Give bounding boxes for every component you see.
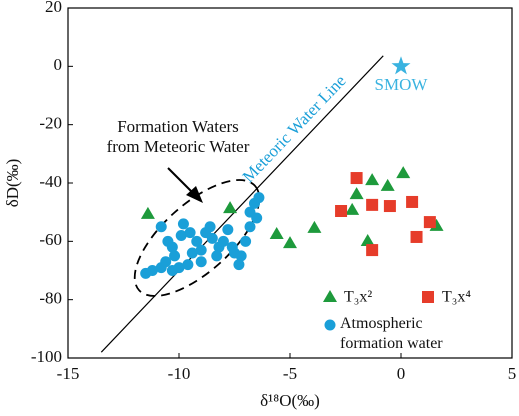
marker-circle	[195, 256, 207, 268]
legend-label: T₃x²	[344, 289, 372, 306]
marker-circle	[177, 218, 189, 230]
annotation-text: from Meteoric Water	[107, 137, 250, 156]
marker-circle	[206, 232, 218, 244]
y-tick-label: -100	[31, 347, 62, 366]
y-axis-label: δD(‰)	[3, 159, 22, 208]
marker-square	[366, 244, 379, 257]
annotation-ellipse	[133, 179, 261, 297]
marker-circle	[204, 221, 216, 233]
marker-circle	[222, 224, 234, 236]
marker-circle	[251, 212, 263, 224]
y-tick-label: -40	[39, 172, 62, 191]
legend-label: Atmospheric formation water	[340, 315, 443, 352]
meteoric-water-line	[100, 55, 384, 353]
marker-circle	[240, 235, 252, 247]
marker-circle	[169, 250, 181, 262]
y-tick-label: 0	[54, 55, 63, 74]
smow-label: SMOW	[375, 75, 429, 94]
marker-square	[383, 200, 396, 213]
marker-triangle	[380, 178, 395, 191]
marker-triangle	[349, 187, 364, 200]
marker-square	[350, 172, 363, 185]
legend-label-box: Atmospheric formation water	[340, 315, 443, 352]
marker-circle	[182, 259, 194, 271]
marker-circle	[186, 247, 198, 259]
marker-triangle	[396, 166, 411, 179]
marker-circle	[211, 250, 223, 262]
x-tick-label: 0	[397, 364, 406, 383]
marker-square	[406, 195, 419, 208]
marker-circle	[253, 192, 265, 204]
marker-triangle	[360, 234, 375, 247]
marker-circle	[191, 235, 203, 247]
y-tick-label: -80	[39, 289, 62, 308]
annotation-arrowhead	[186, 186, 203, 203]
marker-circle	[226, 241, 238, 253]
x-axis-label: δ¹⁸O(‰)	[260, 391, 320, 410]
marker-circle	[175, 230, 187, 241]
marker-circle	[184, 227, 196, 239]
marker-triangle	[365, 173, 380, 186]
x-tick-label: -5	[283, 364, 297, 383]
marker-circle	[166, 241, 178, 253]
marker-circle	[195, 244, 207, 256]
smow-star	[391, 56, 411, 75]
legend-marker	[324, 319, 336, 331]
marker-circle	[244, 221, 256, 233]
annotation-text: Formation Waters	[117, 117, 239, 136]
marker-triangle	[283, 236, 297, 249]
y-tick-label: -20	[39, 114, 62, 133]
marker-square	[335, 205, 348, 217]
marker-circle	[160, 256, 172, 268]
marker-triangle	[223, 201, 238, 214]
marker-circle	[235, 250, 247, 262]
marker-square	[410, 230, 423, 243]
legend-label: T₃x⁴	[442, 289, 471, 306]
marker-square	[423, 216, 436, 229]
marker-circle	[155, 221, 167, 233]
marker-triangle	[307, 220, 322, 233]
x-tick-label: 5	[508, 364, 517, 383]
marker-triangle	[140, 206, 155, 219]
marker-circle	[217, 235, 229, 247]
legend-marker	[323, 290, 337, 302]
marker-circle	[146, 265, 158, 276]
y-tick-label: 20	[45, 0, 62, 16]
y-tick-label: -60	[39, 230, 62, 249]
line-label: Meteoric Water Line	[239, 71, 350, 186]
legend-marker	[422, 291, 434, 303]
x-tick-label: -15	[57, 364, 80, 383]
marker-triangle	[269, 227, 284, 240]
marker-circle	[173, 262, 185, 274]
marker-circle	[233, 259, 245, 271]
marker-triangle	[345, 202, 360, 215]
marker-square	[366, 198, 379, 211]
x-tick-label: -10	[168, 364, 191, 383]
